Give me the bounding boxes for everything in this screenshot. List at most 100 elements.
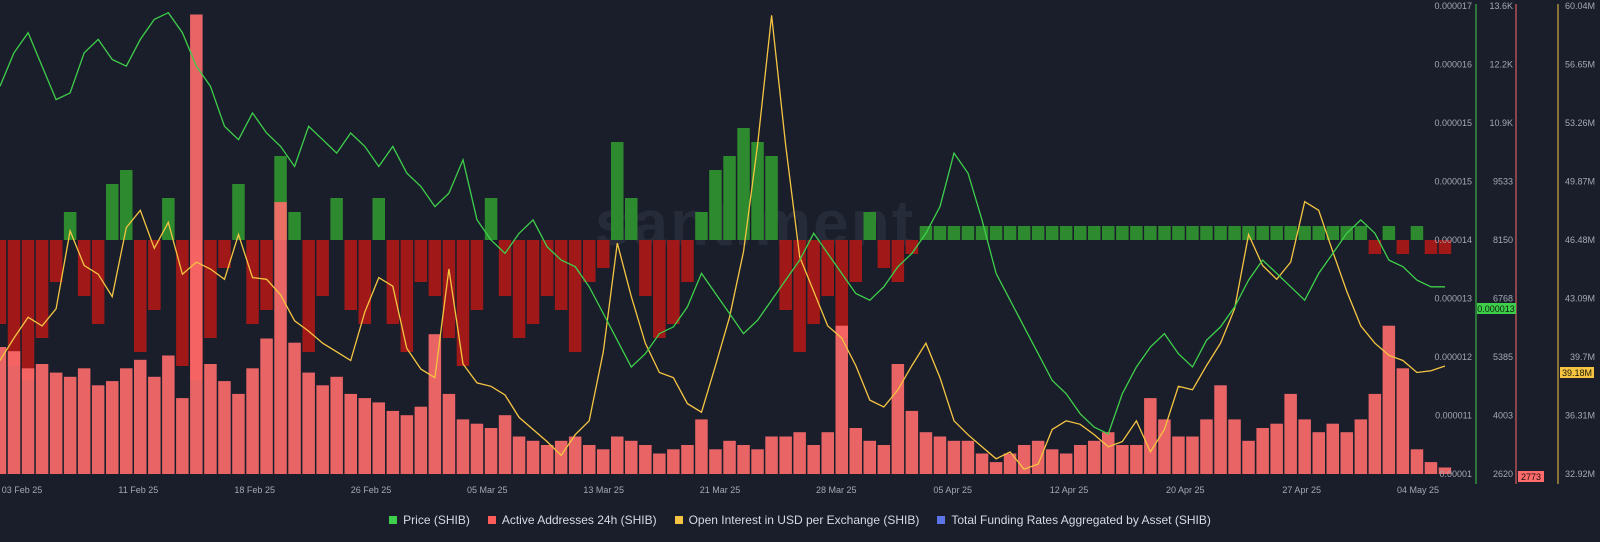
funding-bar <box>1158 226 1171 240</box>
active-addresses-bar <box>1088 440 1101 474</box>
active-addresses-bar <box>863 440 876 474</box>
funding-bar <box>120 170 133 240</box>
active-addresses-bar <box>498 415 512 474</box>
funding-bar <box>1382 226 1396 240</box>
funding-bar <box>288 212 301 240</box>
active-addresses-bar <box>821 432 834 474</box>
funding-bar <box>709 170 722 240</box>
active-addresses-bar <box>1298 419 1311 474</box>
funding-bar <box>989 226 1003 240</box>
legend-item-funding-rates[interactable]: Total Funding Rates Aggregated by Asset … <box>937 513 1211 527</box>
active-addresses-bar <box>316 385 329 474</box>
funding-bar <box>1326 226 1339 240</box>
active-addresses-bar <box>583 445 596 474</box>
axis-tick-label: 0.000011 <box>1435 411 1472 421</box>
funding-bar <box>1312 226 1325 240</box>
funding-bar <box>1200 226 1213 240</box>
legend-label: Total Funding Rates Aggregated by Asset … <box>951 513 1211 527</box>
active-addresses-bar <box>400 415 414 474</box>
funding-bar <box>35 240 49 338</box>
legend: Price (SHIB) Active Addresses 24h (SHIB)… <box>0 505 1600 535</box>
funding-bar <box>386 240 400 324</box>
active-addresses-bar <box>905 410 919 474</box>
funding-bar <box>723 156 736 240</box>
active-addresses-bar <box>1186 436 1199 474</box>
funding-bar <box>737 128 750 240</box>
funding-bar <box>540 240 554 296</box>
addresses-current-label: 2773 <box>1518 471 1544 482</box>
axis-tick-label: 0.000017 <box>1434 1 1472 11</box>
x-tick-label: 03 Feb 25 <box>2 485 43 495</box>
x-tick-label: 21 Mar 25 <box>700 485 741 495</box>
funding-bar <box>1074 226 1087 240</box>
axis-tick-label: 0.00001 <box>1439 469 1472 479</box>
price-line <box>0 11 1445 435</box>
active-addresses-bar <box>470 423 484 474</box>
funding-bar <box>442 240 456 338</box>
legend-swatch-open-interest <box>674 516 683 524</box>
axis-tick-label: 2620 <box>1493 469 1513 479</box>
funding-bar <box>246 240 259 324</box>
price-axis-ticks: 0.000017 0.000016 0.000015 0.000015 0.000014… <box>1434 1 1472 479</box>
x-tick-label: 11 Feb 25 <box>118 485 158 495</box>
active-addresses-bar <box>91 385 105 474</box>
funding-bar <box>1130 226 1143 240</box>
axis-tick-label: 12.2K <box>1489 60 1513 70</box>
active-addresses-bar <box>975 453 989 474</box>
funding-bar <box>49 240 63 282</box>
active-addresses-bar <box>1017 445 1031 474</box>
active-addresses-bar <box>456 419 470 474</box>
funding-bar <box>330 198 343 240</box>
active-addresses-bar <box>723 440 736 474</box>
legend-item-active-addresses[interactable]: Active Addresses 24h (SHIB) <box>487 513 657 527</box>
funding-bar <box>568 240 582 352</box>
active-addresses-bar <box>1312 432 1325 474</box>
funding-bar <box>400 240 414 352</box>
funding-bar <box>1284 226 1297 240</box>
active-addresses-bar <box>1284 393 1297 474</box>
funding-bar <box>414 240 428 282</box>
axis-tick-label: 49.87M <box>1565 177 1595 187</box>
active-addresses-bar <box>639 445 652 474</box>
funding-bar <box>681 240 694 282</box>
funding-bar <box>1410 226 1424 240</box>
funding-bar <box>611 142 624 240</box>
active-addresses-bar <box>49 372 63 474</box>
legend-label: Active Addresses 24h (SHIB) <box>501 513 657 527</box>
funding-bar <box>1214 226 1227 240</box>
active-addresses-bar <box>961 440 975 474</box>
active-addresses-bar <box>428 334 442 474</box>
axis-tick-label: 0.000015 <box>1434 118 1472 128</box>
axis-tick-label: 32.92M <box>1565 469 1595 479</box>
active-addresses-bar <box>807 445 820 474</box>
legend-item-open-interest[interactable]: Open Interest in USD per Exchange (SHIB) <box>674 513 919 527</box>
funding-bar <box>1396 240 1410 254</box>
active-addresses-bar <box>204 364 217 474</box>
legend-item-price[interactable]: Price (SHIB) <box>389 513 470 527</box>
funding-bar <box>653 240 666 338</box>
active-addresses-bar <box>1214 385 1227 474</box>
active-addresses-bar <box>947 440 961 474</box>
funding-bar <box>583 240 596 282</box>
active-addresses-bar <box>989 462 1003 474</box>
funding-bar <box>232 184 245 240</box>
active-addresses-bar <box>1130 445 1143 474</box>
active-addresses-bar <box>176 398 189 474</box>
active-addresses-bar <box>1200 419 1213 474</box>
axis-tick-label: 5385 <box>1493 352 1513 362</box>
funding-bar <box>1438 240 1452 254</box>
open-interest-line <box>0 15 1446 470</box>
funding-bar <box>765 156 778 240</box>
legend-swatch-price <box>389 516 398 524</box>
funding-bar <box>961 226 975 240</box>
active-addresses-bar <box>260 338 273 474</box>
funding-bar <box>1102 226 1115 240</box>
x-tick-label: 05 Mar 25 <box>467 485 508 495</box>
active-addresses-bar <box>625 440 638 474</box>
funding-bar <box>470 240 484 310</box>
funding-bar <box>625 198 638 240</box>
active-addresses-bar <box>1031 440 1045 474</box>
funding-bar <box>7 240 21 366</box>
active-addresses-bar <box>1172 436 1185 474</box>
funding-bar <box>162 198 175 240</box>
